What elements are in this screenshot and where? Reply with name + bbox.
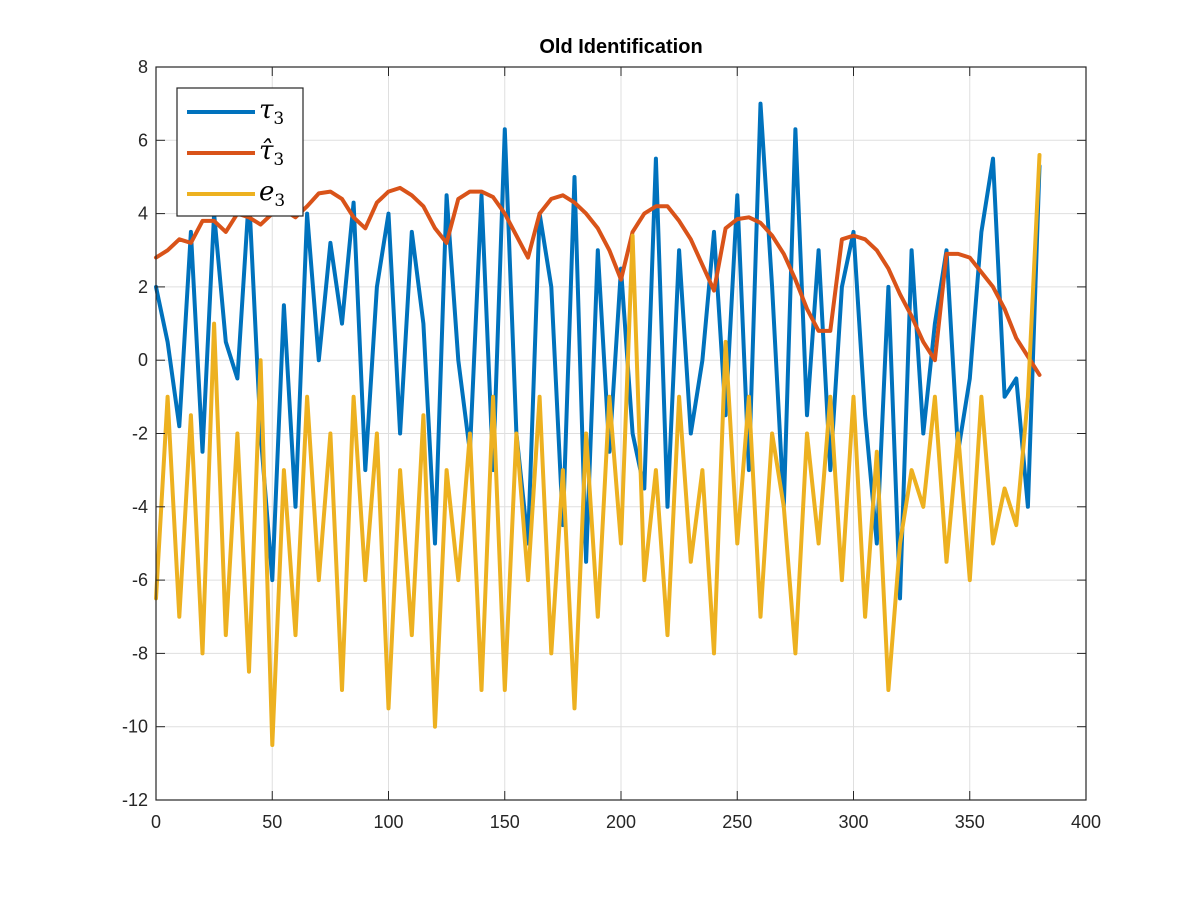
x-tick-label: 350	[955, 812, 985, 832]
legend: τ3 τ̂3 e3	[176, 87, 304, 217]
y-tick-label: -8	[132, 643, 148, 663]
ticks	[155, 66, 1087, 801]
legend-subscript-tauhat3: 3	[273, 150, 284, 170]
y-tick-label: 0	[138, 350, 148, 370]
y-tick-label: -12	[122, 790, 148, 810]
legend-subscript-e3: 3	[274, 191, 285, 211]
legend-label-tauhat3: τ̂	[259, 136, 274, 166]
x-tick-label: 150	[490, 812, 520, 832]
x-tick-label: 200	[606, 812, 636, 832]
legend-label-tau3: τ	[259, 95, 274, 125]
legend-entry-tauhat3: τ̂3	[187, 136, 284, 170]
y-tick-label: 4	[138, 204, 148, 224]
svg-text:e3: e3	[259, 177, 285, 211]
legend-label-e3: e	[259, 177, 274, 207]
x-tick-label: 100	[373, 812, 403, 832]
svg-text:τ̂3: τ̂3	[259, 136, 284, 170]
series-line-e3	[154, 153, 1042, 747]
legend-subscript-tau3: 3	[273, 109, 284, 129]
y-tick-label: -2	[132, 424, 148, 444]
x-tick-label: 400	[1071, 812, 1101, 832]
y-tick-label: -10	[122, 717, 148, 737]
x-tick-label: 0	[151, 812, 161, 832]
y-tick-label: -6	[132, 570, 148, 590]
x-tick-label: 250	[722, 812, 752, 832]
legend-entry-tau3: τ3	[187, 95, 284, 129]
x-tick-labels: 0 50 100 150 200 250 300 350 400	[151, 812, 1101, 832]
y-tick-label: 8	[138, 57, 148, 77]
series-line-tau3	[154, 101, 1042, 601]
svg-text:τ3: τ3	[259, 95, 284, 129]
x-tick-label: 50	[262, 812, 282, 832]
x-tick-label: 300	[838, 812, 868, 832]
chart-title: Old Identification	[539, 36, 702, 58]
y-tick-label: 2	[138, 277, 148, 297]
legend-entry-e3: e3	[187, 177, 285, 211]
y-tick-label: -4	[132, 497, 148, 517]
y-tick-labels: -12 -10 -8 -6 -4 -2 0 2 4 6 8	[122, 57, 148, 810]
y-tick-label: 6	[138, 130, 148, 150]
